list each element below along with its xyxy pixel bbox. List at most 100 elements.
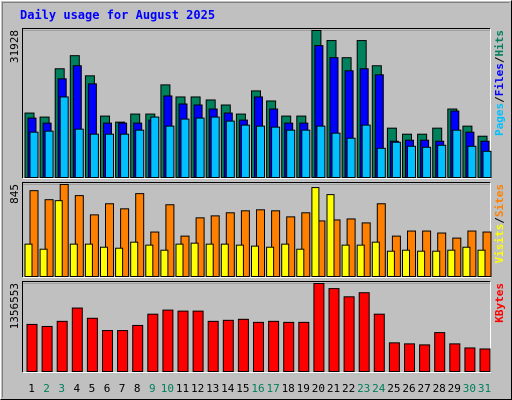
bar [115,247,124,277]
legend-entry: KBytes [493,283,506,323]
x-tick-label: 12 [191,382,204,395]
x-tick-label: 6 [104,382,111,395]
bar [165,204,175,277]
bar [130,241,139,277]
bar [341,244,350,278]
bar [331,132,341,179]
x-tick-label: 24 [372,382,386,395]
bar [147,313,159,372]
bar [373,313,385,372]
bar [271,126,281,178]
legend-separator: / [493,217,506,224]
bar [177,310,189,372]
bar [356,244,365,278]
bar [391,141,401,178]
bar [44,199,54,278]
bar [407,145,416,179]
x-tick-label: 8 [134,382,141,395]
bar [281,243,290,277]
bar [54,200,63,277]
bar [386,250,395,278]
legend-entry: Hits [493,30,506,57]
bar [452,129,462,178]
bar [222,319,234,372]
bar [313,283,325,372]
bar [361,124,371,178]
bar [105,203,114,278]
panel-edge-light [22,28,491,179]
bar [41,325,53,373]
x-tick-label: 27 [417,382,430,395]
bar [120,208,130,277]
bar [56,320,68,373]
bar [286,129,296,178]
panel-edge-light [22,281,491,373]
bar [26,323,38,372]
x-tick-label: 25 [387,382,400,395]
bar [175,243,184,277]
bar [251,245,259,277]
x-tick-label: 15 [236,382,249,395]
y-tick-label: 1356553 [8,283,21,329]
x-tick-label: 20 [312,382,325,395]
bar [29,131,39,179]
bar [298,321,310,373]
bar [100,246,108,278]
bar [432,250,441,278]
x-tick-label: 1 [28,382,35,395]
x-tick-label: 4 [73,382,80,395]
bar [449,343,461,373]
legend-entry: Visits [493,224,506,264]
bar [160,249,169,277]
panel-edge-light [22,182,491,278]
bar [74,128,84,178]
x-tick-label: 22 [342,382,355,395]
x-tick-label: 2 [43,382,50,395]
x-tick-label: 17 [266,382,279,395]
legend-separator: / [493,96,506,103]
bar [210,116,220,178]
bar [326,194,335,277]
bar [376,203,386,278]
bar [376,147,386,179]
bar [479,348,491,373]
bar [437,144,447,178]
x-tick-label: 14 [221,382,235,395]
bar [346,137,356,178]
x-tick-label: 16 [251,382,264,395]
bar [162,309,174,372]
bar [477,249,486,277]
legend: Visits/Sites [493,184,506,264]
x-tick-label: 11 [176,382,189,395]
bar [59,96,69,178]
bar [105,133,114,179]
bar [266,246,275,278]
bar [86,317,98,372]
bar [328,288,340,372]
bar [434,332,446,372]
bar [316,125,326,178]
x-tick-label: 3 [58,382,65,395]
bar [237,318,249,372]
bar [343,296,355,372]
bar [402,249,410,277]
panel-edge-dark [22,182,491,278]
x-tick-label: 29 [448,382,461,395]
bar [301,212,311,277]
bar [71,307,83,373]
y-tick-label: 31928 [8,30,21,63]
bar [417,250,426,278]
bar [240,124,250,178]
bar [145,244,154,278]
panel-edge-dark [22,281,491,373]
bar [358,292,370,372]
y-tick-label: 845 [8,184,21,204]
bar [195,117,205,178]
x-tick-label: 18 [282,382,295,395]
bar [132,324,144,373]
bar [283,321,295,373]
bar [180,118,190,178]
